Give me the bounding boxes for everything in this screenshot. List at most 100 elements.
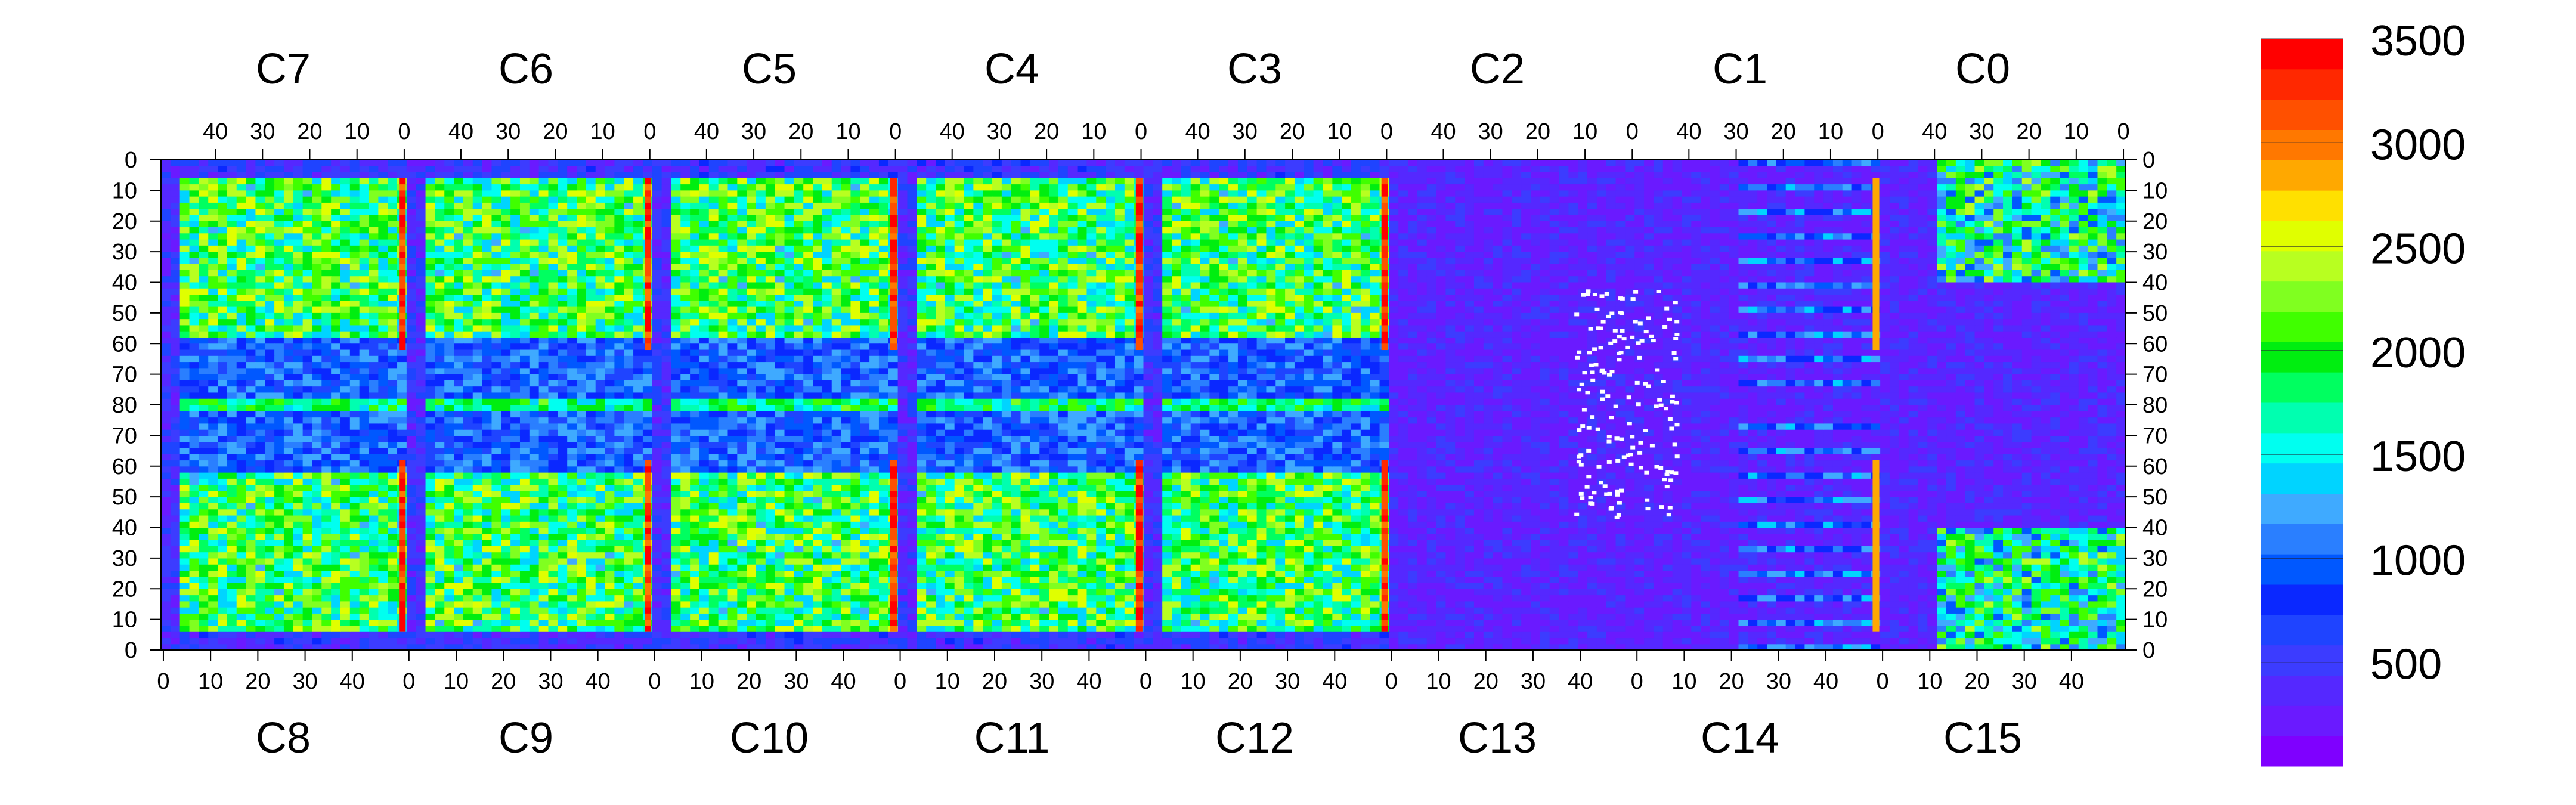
- heatmap-cell: [293, 343, 304, 351]
- heatmap-cell: [265, 368, 275, 375]
- heatmap-cell: [775, 184, 785, 191]
- heatmap-cell: [501, 184, 511, 191]
- heatmap-cell: [170, 172, 181, 179]
- heatmap-cell: [661, 343, 672, 351]
- heatmap-cell: [841, 276, 852, 283]
- heatmap-cell: [1124, 258, 1135, 265]
- heatmap-cell: [1304, 270, 1314, 277]
- heatmap-hot-column: [399, 288, 406, 295]
- heatmap-cell: [283, 172, 294, 179]
- heatmap-cell: [274, 221, 284, 228]
- heatmap-cell: [444, 374, 454, 381]
- heatmap-cell: [435, 306, 445, 314]
- heatmap-cell: [369, 301, 379, 308]
- heatmap-cell: [1086, 245, 1097, 252]
- heatmap-cell: [1001, 331, 1012, 338]
- heatmap-cell: [1039, 362, 1049, 369]
- heatmap-cell: [218, 172, 228, 179]
- heatmap-cell: [775, 331, 785, 338]
- heatmap-cell: [265, 239, 275, 246]
- heatmap-cell: [491, 190, 501, 197]
- heatmap-cell: [170, 337, 181, 344]
- heatmap-cell: [1153, 306, 1163, 314]
- heatmap-cell: [897, 295, 908, 301]
- heatmap-cell: [680, 252, 691, 259]
- heatmap-cell: [624, 295, 634, 301]
- heatmap-cell: [246, 392, 256, 400]
- heatmap-cell: [567, 343, 577, 351]
- heatmap-cell: [179, 368, 190, 375]
- heatmap-cell: [633, 166, 643, 173]
- heatmap-cell: [614, 184, 624, 191]
- heatmap-cell: [425, 227, 435, 234]
- heatmap-cell: [680, 221, 691, 228]
- heatmap-cell: [718, 184, 729, 191]
- heatmap-cell: [964, 295, 974, 301]
- heatmap-cell: [803, 196, 813, 203]
- heatmap-cell: [661, 178, 672, 185]
- heatmap-cell: [359, 337, 370, 344]
- heatmap-cell: [1114, 276, 1125, 283]
- heatmap-cell: [1106, 301, 1116, 308]
- heatmap-cell: [1200, 160, 1210, 166]
- heatmap-cell: [170, 264, 181, 271]
- heatmap-cell: [605, 362, 615, 369]
- heatmap-cell: [454, 264, 464, 271]
- heatmap-cell: [246, 398, 256, 405]
- heatmap-cell: [595, 190, 606, 197]
- heatmap-cell: [1172, 295, 1182, 301]
- heatmap-cell: [472, 386, 483, 394]
- heatmap-cell: [983, 227, 993, 234]
- heatmap-cell: [671, 227, 681, 234]
- heatmap-cell: [388, 331, 398, 338]
- heatmap-cell: [1285, 172, 1295, 179]
- heatmap-cell: [406, 221, 417, 228]
- heatmap-cell: [359, 221, 370, 228]
- heatmap-cell: [907, 184, 917, 191]
- heatmap-cell: [510, 264, 521, 271]
- heatmap-cell: [463, 374, 473, 381]
- heatmap-cell: [416, 337, 426, 344]
- heatmap-cell: [661, 398, 672, 405]
- heatmap-cell: [218, 325, 228, 332]
- heatmap-cell: [1342, 319, 1352, 326]
- heatmap-cell: [945, 252, 955, 259]
- heatmap-cell: [529, 355, 540, 363]
- heatmap-cell: [265, 319, 275, 326]
- heatmap-cell: [708, 282, 719, 289]
- heatmap-cell: [435, 319, 445, 326]
- heatmap-cell: [491, 184, 501, 191]
- heatmap-cell: [425, 196, 435, 203]
- heatmap-cell: [199, 295, 209, 301]
- heatmap-cell: [510, 282, 521, 289]
- heatmap-cell: [321, 312, 332, 320]
- heatmap-cell: [321, 343, 332, 351]
- heatmap-cell: [349, 325, 360, 332]
- heatmap-hot-column: [645, 245, 652, 252]
- heatmap-cell: [179, 245, 190, 252]
- heatmap-cell: [1256, 221, 1267, 228]
- heatmap-cell: [624, 386, 634, 394]
- heatmap-cell: [255, 166, 265, 173]
- heatmap-cell: [463, 172, 473, 179]
- heatmap-cell: [850, 258, 860, 265]
- heatmap-cell: [577, 233, 587, 240]
- heatmap-cell: [803, 252, 813, 259]
- heatmap-cell: [482, 306, 493, 314]
- heatmap-cell: [1360, 306, 1371, 314]
- heatmap-cell: [538, 270, 549, 277]
- heatmap-cell: [548, 196, 558, 203]
- heatmap-cell: [1162, 319, 1172, 326]
- heatmap-cell: [179, 221, 190, 228]
- heatmap-cell: [1020, 325, 1030, 332]
- heatmap-hot-column: [1135, 288, 1143, 295]
- heatmap-cell: [529, 196, 540, 203]
- heatmap-cell: [1266, 178, 1276, 185]
- heatmap-cell: [558, 398, 568, 405]
- heatmap-cell: [454, 349, 464, 357]
- heatmap-cell: [208, 202, 218, 209]
- heatmap-cell: [538, 190, 549, 197]
- heatmap-cell: [1106, 349, 1116, 357]
- heatmap-cell: [302, 184, 313, 191]
- heatmap-cell: [510, 380, 521, 387]
